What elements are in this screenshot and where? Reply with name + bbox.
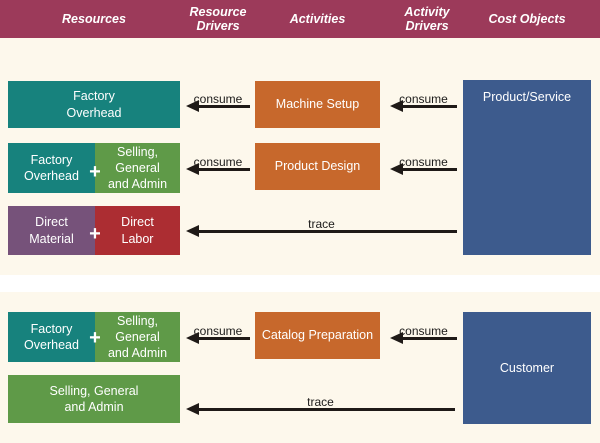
arrow-head-icon xyxy=(186,100,199,112)
consume-arrow-activity-row1: consume xyxy=(390,91,457,112)
plus-sign-row4: + xyxy=(89,326,101,349)
header-resources: Resources xyxy=(62,11,126,26)
consume-label: consume xyxy=(193,155,243,169)
box-product-service: Product/Service xyxy=(463,80,591,255)
trace-arrow-row5: trace xyxy=(186,394,455,415)
arrow-line xyxy=(192,168,250,171)
consume-arrow-activity-row2: consume xyxy=(390,154,457,175)
consume-label: consume xyxy=(193,92,243,106)
column-header-bar: Resources Resource Drivers Activities Ac… xyxy=(0,0,600,38)
arrow-head-icon xyxy=(186,225,199,237)
box-factory-overhead-row2: Factory Overhead xyxy=(8,143,95,193)
box-catalog-preparation: Catalog Preparation xyxy=(255,312,380,359)
box-direct-material: Direct Material xyxy=(8,206,95,255)
trace-label: trace xyxy=(308,217,335,231)
consume-arrow-resource-row2: consume xyxy=(186,154,250,175)
arrow-line xyxy=(192,105,250,108)
box-selling-general-admin-row4: Selling, General and Admin xyxy=(95,312,180,362)
box-factory-overhead-row1: Factory Overhead xyxy=(8,81,180,128)
header-resource-drivers: Resource Drivers xyxy=(189,4,247,33)
trace-arrow-row3: trace xyxy=(186,216,457,237)
arrow-line xyxy=(396,337,457,340)
arrow-line xyxy=(396,105,457,108)
arrow-line xyxy=(396,168,457,171)
header-activities: Activities xyxy=(289,11,346,26)
consume-label: consume xyxy=(399,92,448,106)
box-customer: Customer xyxy=(463,312,591,424)
trace-label: trace xyxy=(307,395,334,409)
arrow-head-icon xyxy=(390,100,403,112)
arrow-head-icon xyxy=(186,403,199,415)
plus-sign-row2: + xyxy=(89,160,101,183)
consume-label: consume xyxy=(193,324,243,338)
box-machine-setup: Machine Setup xyxy=(255,81,380,128)
box-factory-overhead-row4: Factory Overhead xyxy=(8,312,95,362)
header-cost-objects: Cost Objects xyxy=(488,11,566,26)
box-product-design: Product Design xyxy=(255,143,380,190)
section-divider xyxy=(0,275,600,292)
arrow-head-icon xyxy=(390,332,403,344)
arrow-head-icon xyxy=(186,332,199,344)
consume-arrow-resource-row1: consume xyxy=(186,91,250,112)
arrow-head-icon xyxy=(390,163,403,175)
arrow-head-icon xyxy=(186,163,199,175)
box-direct-labor: Direct Labor xyxy=(95,206,180,255)
consume-arrow-resource-row4: consume xyxy=(186,323,250,344)
arrow-line xyxy=(192,230,457,233)
box-selling-general-admin-row2: Selling, General and Admin xyxy=(95,143,180,193)
arrow-line xyxy=(192,408,455,411)
header-activity-drivers: Activity Drivers xyxy=(404,4,450,33)
consume-arrow-activity-row4: consume xyxy=(390,323,457,344)
box-selling-general-admin-row5: Selling, General and Admin xyxy=(8,375,180,423)
arrow-line xyxy=(192,337,250,340)
consume-label: consume xyxy=(399,324,448,338)
plus-sign-row3: + xyxy=(89,222,101,245)
consume-label: consume xyxy=(399,155,448,169)
